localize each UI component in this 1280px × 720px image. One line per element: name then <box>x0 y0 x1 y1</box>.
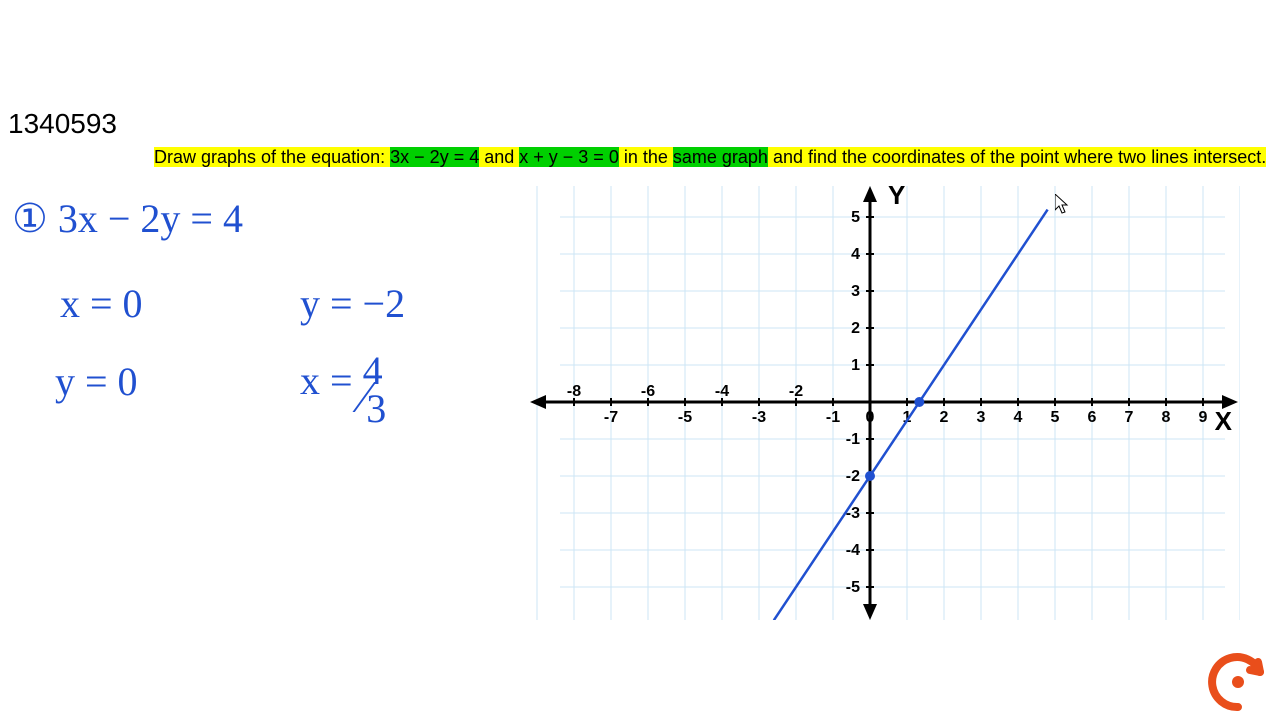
svg-text:4: 4 <box>851 246 860 263</box>
question-number: 1340593 <box>8 108 117 140</box>
cursor-icon <box>1055 194 1071 219</box>
svg-text:5: 5 <box>1051 409 1060 426</box>
svg-text:-6: -6 <box>641 383 655 400</box>
svg-text:-2: -2 <box>789 383 803 400</box>
q-prefix: Draw graphs of the equation: <box>154 147 390 167</box>
handwriting-line2a: x = 0 <box>60 280 143 327</box>
q-same: same graph <box>673 147 768 167</box>
svg-text:-4: -4 <box>846 542 860 559</box>
q-mid2: in the <box>619 147 673 167</box>
svg-text:-1: -1 <box>826 409 840 426</box>
handwriting-line3a: y = 0 <box>55 358 138 405</box>
svg-text:9: 9 <box>1199 409 1208 426</box>
question-text: Draw graphs of the equation: 3x − 2y = 4… <box>154 145 1274 170</box>
q-mid1: and <box>479 147 519 167</box>
svg-text:8: 8 <box>1162 409 1171 426</box>
handwriting-line3b: x = 4⁄3 <box>300 352 410 405</box>
svg-text:-5: -5 <box>678 409 692 426</box>
handwriting-line2b: y = −2 <box>300 280 405 327</box>
svg-text:Y: Y <box>888 186 905 210</box>
svg-text:X: X <box>1215 406 1233 436</box>
svg-text:1: 1 <box>851 357 860 374</box>
q-eq2: x + y − 3 = 0 <box>519 147 619 167</box>
svg-text:6: 6 <box>1088 409 1097 426</box>
handwriting-line1: ① 3x − 2y = 4 <box>12 195 243 242</box>
svg-text:0: 0 <box>866 409 875 426</box>
q-eq1: 3x − 2y = 4 <box>390 147 479 167</box>
brand-logo-icon <box>1208 652 1268 712</box>
svg-text:3: 3 <box>977 409 986 426</box>
q-mid3: and <box>768 147 808 167</box>
svg-text:3: 3 <box>851 283 860 300</box>
graph: -8-6-4-2-7-5-3-1012345678912345-1-2-3-4-… <box>530 186 1240 620</box>
svg-text:-3: -3 <box>752 409 766 426</box>
q-rest: find the coordinates of the point where … <box>808 147 1266 167</box>
svg-text:-7: -7 <box>604 409 618 426</box>
svg-text:-5: -5 <box>846 579 860 596</box>
svg-text:4: 4 <box>1014 409 1023 426</box>
svg-text:-2: -2 <box>846 468 860 485</box>
svg-text:-4: -4 <box>715 383 729 400</box>
svg-text:-1: -1 <box>846 431 860 448</box>
svg-text:-8: -8 <box>567 383 581 400</box>
svg-text:2: 2 <box>851 320 860 337</box>
svg-text:5: 5 <box>851 209 860 226</box>
svg-text:7: 7 <box>1125 409 1134 426</box>
svg-text:2: 2 <box>940 409 949 426</box>
